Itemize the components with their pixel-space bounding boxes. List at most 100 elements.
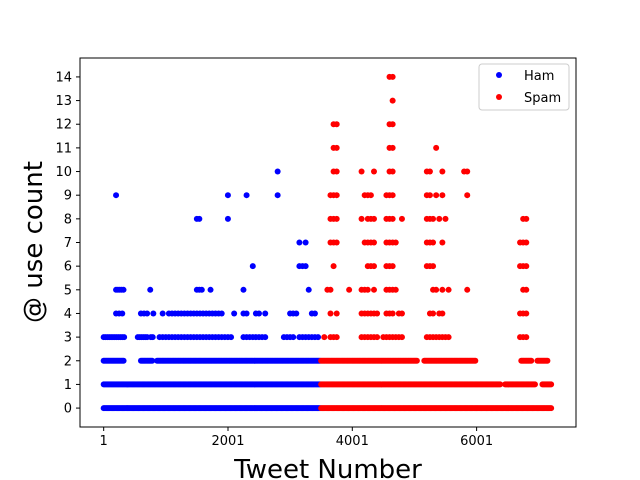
data-point-spam	[389, 121, 396, 128]
data-point-ham	[218, 310, 225, 317]
data-point-ham	[274, 168, 281, 175]
data-point-ham	[231, 310, 238, 317]
data-point-spam	[433, 192, 440, 199]
data-point-ham	[243, 192, 250, 199]
x-axis-label: Tweet Number	[233, 455, 422, 480]
y-axis-label: @ use count	[19, 161, 49, 323]
data-point-spam	[445, 286, 452, 293]
data-point-spam	[445, 334, 452, 341]
data-point-spam	[430, 310, 437, 317]
data-point-spam	[327, 286, 334, 293]
data-point-spam	[398, 310, 405, 317]
data-point-spam	[426, 192, 433, 199]
y-tick-label: 9	[64, 189, 72, 204]
data-point-spam	[548, 381, 555, 388]
data-point-spam	[389, 144, 396, 151]
data-points	[100, 73, 555, 412]
data-point-spam	[333, 121, 340, 128]
legend-marker-ham	[496, 72, 502, 78]
data-point-spam	[548, 405, 555, 412]
data-point-ham	[296, 239, 303, 246]
data-point-spam	[523, 263, 530, 270]
data-point-spam	[430, 263, 437, 270]
x-tick-label: 4001	[336, 434, 369, 449]
data-point-spam	[358, 168, 365, 175]
data-point-spam	[370, 168, 377, 175]
y-tick-label: 14	[55, 70, 72, 85]
data-point-spam	[426, 168, 433, 175]
data-point-ham	[119, 310, 126, 317]
data-point-ham	[290, 334, 297, 341]
data-point-ham	[121, 334, 128, 341]
data-point-spam	[497, 381, 504, 388]
data-point-ham	[150, 310, 157, 317]
data-point-spam	[389, 73, 396, 80]
data-point-ham	[120, 286, 127, 293]
data-point-spam	[523, 239, 530, 246]
data-point-spam	[333, 310, 340, 317]
data-point-spam	[464, 192, 471, 199]
data-point-ham	[228, 334, 235, 341]
data-point-spam	[333, 192, 340, 199]
legend-label-spam: Spam	[524, 91, 561, 106]
data-point-spam	[392, 286, 399, 293]
data-point-ham	[302, 263, 309, 270]
data-point-ham	[274, 192, 281, 199]
data-point-ham	[256, 310, 263, 317]
data-point-ham	[120, 357, 127, 364]
data-point-spam	[433, 286, 440, 293]
data-point-spam	[389, 168, 396, 175]
data-point-ham	[113, 192, 120, 199]
data-point-ham	[305, 286, 312, 293]
data-point-spam	[439, 168, 446, 175]
data-point-ham	[243, 310, 250, 317]
y-tick-label: 2	[64, 354, 72, 369]
data-point-ham	[224, 215, 231, 222]
y-tick-label: 4	[64, 307, 72, 322]
data-point-spam	[374, 334, 381, 341]
y-tick-label: 8	[64, 212, 72, 227]
data-point-spam	[330, 263, 337, 270]
data-point-spam	[442, 215, 449, 222]
data-point-spam	[346, 286, 353, 293]
y-tick-label: 13	[55, 94, 72, 109]
data-point-ham	[315, 334, 322, 341]
data-point-ham	[207, 286, 214, 293]
y-tick-label: 1	[64, 378, 72, 393]
data-point-spam	[523, 286, 530, 293]
data-point-ham	[147, 286, 154, 293]
data-point-spam	[464, 168, 471, 175]
legend: Ham Spam	[478, 63, 570, 111]
data-point-spam	[389, 310, 396, 317]
x-tick-label: 2001	[211, 434, 244, 449]
data-point-spam	[439, 286, 446, 293]
data-point-spam	[333, 239, 340, 246]
data-point-spam	[430, 239, 437, 246]
data-point-spam	[439, 239, 446, 246]
y-tick-label: 6	[64, 260, 72, 275]
data-point-spam	[370, 263, 377, 270]
data-point-ham	[144, 310, 151, 317]
data-point-spam	[464, 286, 471, 293]
data-point-spam	[392, 239, 399, 246]
data-point-ham	[198, 286, 205, 293]
x-tick-label: 6001	[460, 434, 493, 449]
data-point-ham	[311, 310, 318, 317]
data-point-spam	[531, 381, 538, 388]
legend-marker-spam	[496, 94, 502, 100]
y-tick-label: 12	[55, 118, 72, 133]
data-point-spam	[528, 357, 535, 364]
data-point-spam	[389, 215, 396, 222]
data-point-spam	[398, 215, 405, 222]
data-point-spam	[433, 144, 440, 151]
data-point-spam	[389, 97, 396, 104]
y-tick-label: 0	[64, 402, 72, 417]
data-point-spam	[472, 357, 479, 364]
data-point-spam	[370, 215, 377, 222]
data-point-spam	[389, 263, 396, 270]
data-point-ham	[293, 310, 300, 317]
data-point-spam	[439, 310, 446, 317]
data-point-spam	[333, 334, 340, 341]
data-point-ham	[196, 215, 203, 222]
